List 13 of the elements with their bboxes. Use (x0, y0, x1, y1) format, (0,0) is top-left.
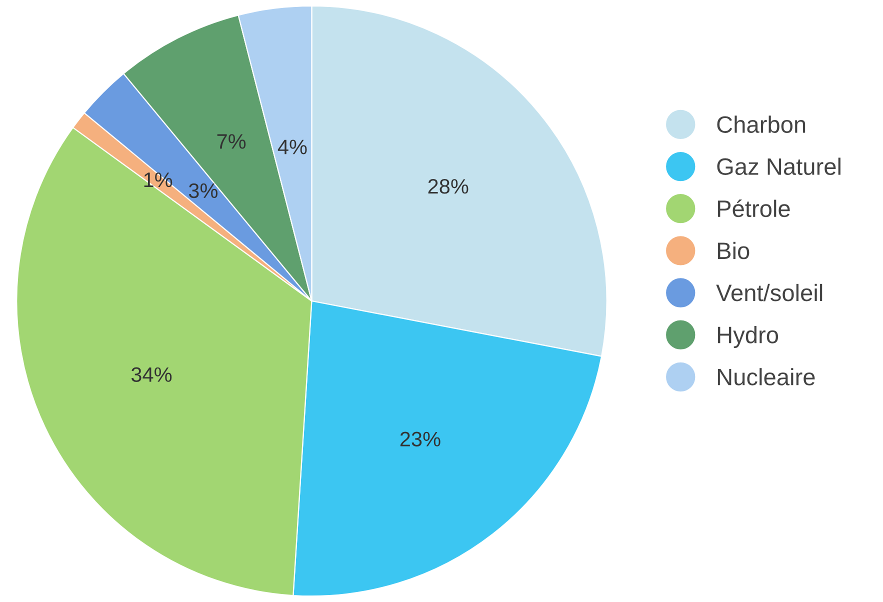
data-label: 4% (278, 140, 307, 154)
legend-label: Gaz Naturel (717, 158, 840, 176)
legend-label: Vent/soleil (716, 284, 822, 302)
legend-label: Bio (718, 242, 750, 260)
data-label: 7% (217, 134, 246, 149)
data-label: 3% (188, 183, 218, 198)
legend-label: Hydro (718, 326, 778, 348)
legend-label: Nucleaire (718, 368, 815, 386)
data-label: 34% (131, 367, 172, 382)
legend-label: Pétrole (718, 199, 790, 218)
legend-label: Charbon (717, 116, 806, 133)
data-label: 28% (428, 178, 468, 194)
data-label: 23% (400, 432, 440, 446)
